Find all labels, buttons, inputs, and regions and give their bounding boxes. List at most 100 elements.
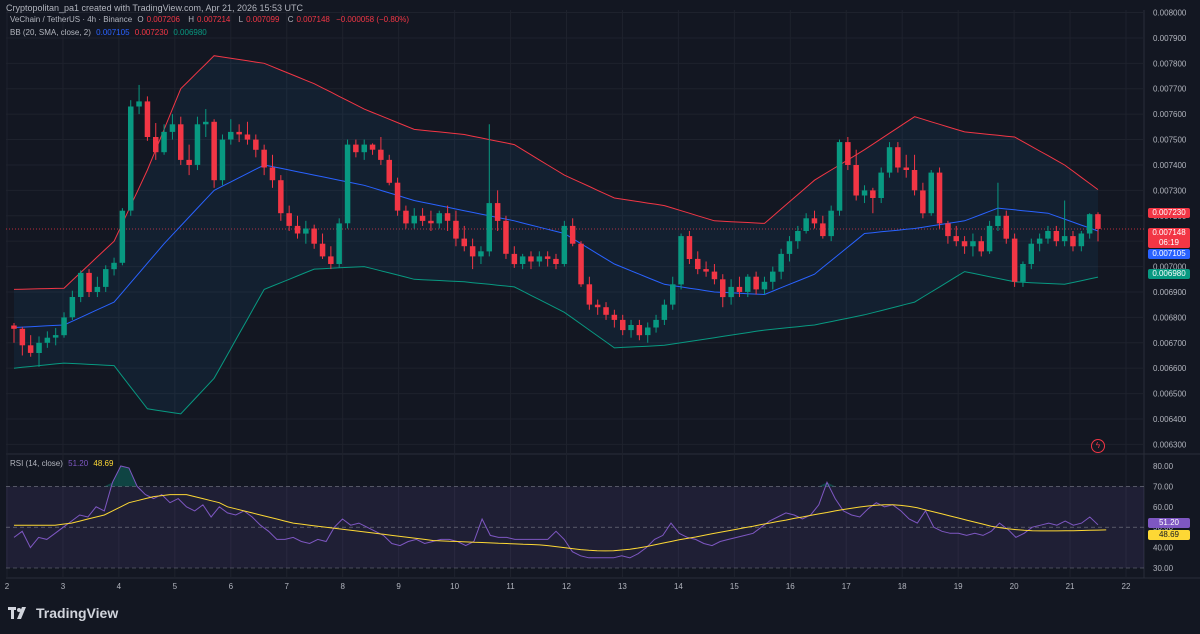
time-tick-label: 13 bbox=[618, 582, 627, 591]
rsi-label[interactable]: RSI (14, close) bbox=[10, 459, 63, 468]
rsi-ma-price-tag: 48.69 bbox=[1148, 530, 1190, 540]
bb-basis-price-tag: 0.007105 bbox=[1148, 249, 1190, 259]
bb-upper-price-tag: 0.007230 bbox=[1148, 208, 1190, 218]
symbol-name[interactable]: VeChain / TetherUS · 4h · Binance bbox=[10, 15, 133, 24]
footer-bar bbox=[0, 592, 1200, 634]
grid bbox=[6, 10, 1200, 579]
candle-body bbox=[294, 225, 301, 234]
candle-body bbox=[69, 297, 76, 318]
time-tick-label: 3 bbox=[61, 582, 66, 591]
candle-body bbox=[86, 272, 92, 292]
candle-body bbox=[453, 220, 459, 239]
bollinger-bands bbox=[13, 55, 1099, 415]
candle-body bbox=[253, 139, 259, 150]
candle-body bbox=[761, 281, 768, 290]
price-tick-label: 0.006800 bbox=[1153, 313, 1187, 322]
candle-body bbox=[469, 246, 476, 257]
candle-body bbox=[303, 228, 309, 234]
candle-body bbox=[486, 203, 492, 252]
low-value: 0.007099 bbox=[246, 15, 280, 24]
price-tick-label: 0.006900 bbox=[1153, 288, 1187, 297]
candle-body bbox=[586, 284, 593, 305]
candle-body bbox=[928, 172, 934, 214]
bb-lower-value: 0.006980 bbox=[173, 28, 207, 37]
high-value: 0.007214 bbox=[197, 15, 231, 24]
rsi-ma-line bbox=[14, 494, 1107, 552]
rsi-price-tag: 51.20 bbox=[1148, 518, 1190, 528]
candle-body bbox=[895, 147, 901, 168]
candle-body bbox=[128, 106, 134, 211]
price-tick-label: 0.007400 bbox=[1153, 161, 1187, 170]
bb-lower-line bbox=[13, 266, 1099, 415]
price-tick-label: 0.006500 bbox=[1153, 390, 1187, 399]
bb-upper-value: 0.007230 bbox=[134, 28, 169, 37]
candle-body bbox=[778, 253, 784, 272]
candle-body bbox=[736, 286, 743, 292]
candle-body bbox=[845, 142, 851, 165]
candle-body bbox=[36, 342, 42, 353]
price-tick-label: 0.007700 bbox=[1153, 85, 1187, 94]
candle-body bbox=[553, 258, 559, 264]
change-value: −0.000058 (−0.80%) bbox=[336, 15, 410, 24]
price-tick-label: 0.006300 bbox=[1153, 440, 1187, 449]
rsi-legend: RSI (14, close) 51.20 48.69 bbox=[10, 459, 116, 468]
candle-body bbox=[653, 319, 659, 328]
time-tick-label: 10 bbox=[450, 582, 459, 591]
candle-body bbox=[645, 327, 651, 336]
rsi-tick-label: 70.00 bbox=[1153, 482, 1174, 491]
time-tick-label: 4 bbox=[117, 582, 122, 591]
candle-body bbox=[461, 238, 467, 247]
candle-body bbox=[594, 304, 601, 308]
time-tick-label: 15 bbox=[730, 582, 739, 591]
candle-body bbox=[578, 243, 584, 285]
price-tick-label: 0.007500 bbox=[1153, 136, 1187, 145]
candle-body bbox=[103, 269, 109, 287]
price-tick-label: 0.007600 bbox=[1153, 110, 1187, 119]
time-tick-label: 16 bbox=[786, 582, 795, 591]
close-label: C bbox=[287, 15, 294, 24]
rsi-tick-label: 80.00 bbox=[1153, 462, 1174, 471]
rsi-ma-value: 48.69 bbox=[93, 459, 114, 468]
candle-body bbox=[961, 241, 968, 247]
candle-body bbox=[1070, 236, 1076, 247]
chart-canvas: 0.006300 0.006400 0.006500 0.006600 0.006700… bbox=[5, 9, 1200, 591]
tradingview-logo-icon bbox=[8, 607, 26, 619]
candle-body bbox=[528, 256, 534, 262]
last-price-tag: 0.007148 06:19 bbox=[1148, 228, 1190, 248]
candle-body bbox=[661, 304, 668, 320]
bb-legend: BB (20, SMA, close, 2) 0.007105 0.007230… bbox=[10, 28, 210, 37]
lightning-alert-icon[interactable]: ϟ bbox=[1091, 439, 1105, 453]
tradingview-logo[interactable]: TradingView bbox=[8, 605, 118, 621]
candle-body bbox=[11, 325, 17, 329]
price-tick-label: 0.007900 bbox=[1153, 34, 1187, 43]
candle-body bbox=[569, 225, 576, 244]
rsi-tick-label: 40.00 bbox=[1153, 544, 1174, 553]
candle-body bbox=[561, 225, 568, 264]
candle-body bbox=[394, 182, 401, 211]
candle-body bbox=[1045, 231, 1051, 239]
price-tick-label: 0.007800 bbox=[1153, 59, 1187, 68]
tradingview-brand: TradingView bbox=[36, 605, 119, 621]
candle-body bbox=[203, 121, 209, 125]
bb-fill bbox=[14, 55, 1098, 414]
high-label: H bbox=[188, 15, 195, 24]
rsi-tick-label: 60.00 bbox=[1153, 503, 1174, 512]
candle-body bbox=[611, 314, 618, 320]
time-tick-label: 20 bbox=[1010, 582, 1019, 591]
candle-body bbox=[745, 276, 751, 292]
bb-lower-price-tag: 0.006980 bbox=[1148, 269, 1190, 279]
candle-body bbox=[194, 124, 201, 165]
time-tick-label: 14 bbox=[674, 582, 683, 591]
candle-body bbox=[820, 223, 826, 237]
candle-body bbox=[494, 203, 501, 221]
candle-body bbox=[703, 269, 709, 272]
candle-body bbox=[886, 147, 893, 173]
rsi-overbought-fill bbox=[104, 466, 138, 487]
candle-body bbox=[628, 325, 634, 331]
candle-body bbox=[753, 276, 759, 290]
candle-body bbox=[261, 149, 267, 168]
candle-body bbox=[903, 167, 909, 170]
time-tick-label: 12 bbox=[562, 582, 571, 591]
bb-label[interactable]: BB (20, SMA, close, 2) bbox=[10, 28, 91, 37]
candle-body bbox=[353, 144, 359, 153]
